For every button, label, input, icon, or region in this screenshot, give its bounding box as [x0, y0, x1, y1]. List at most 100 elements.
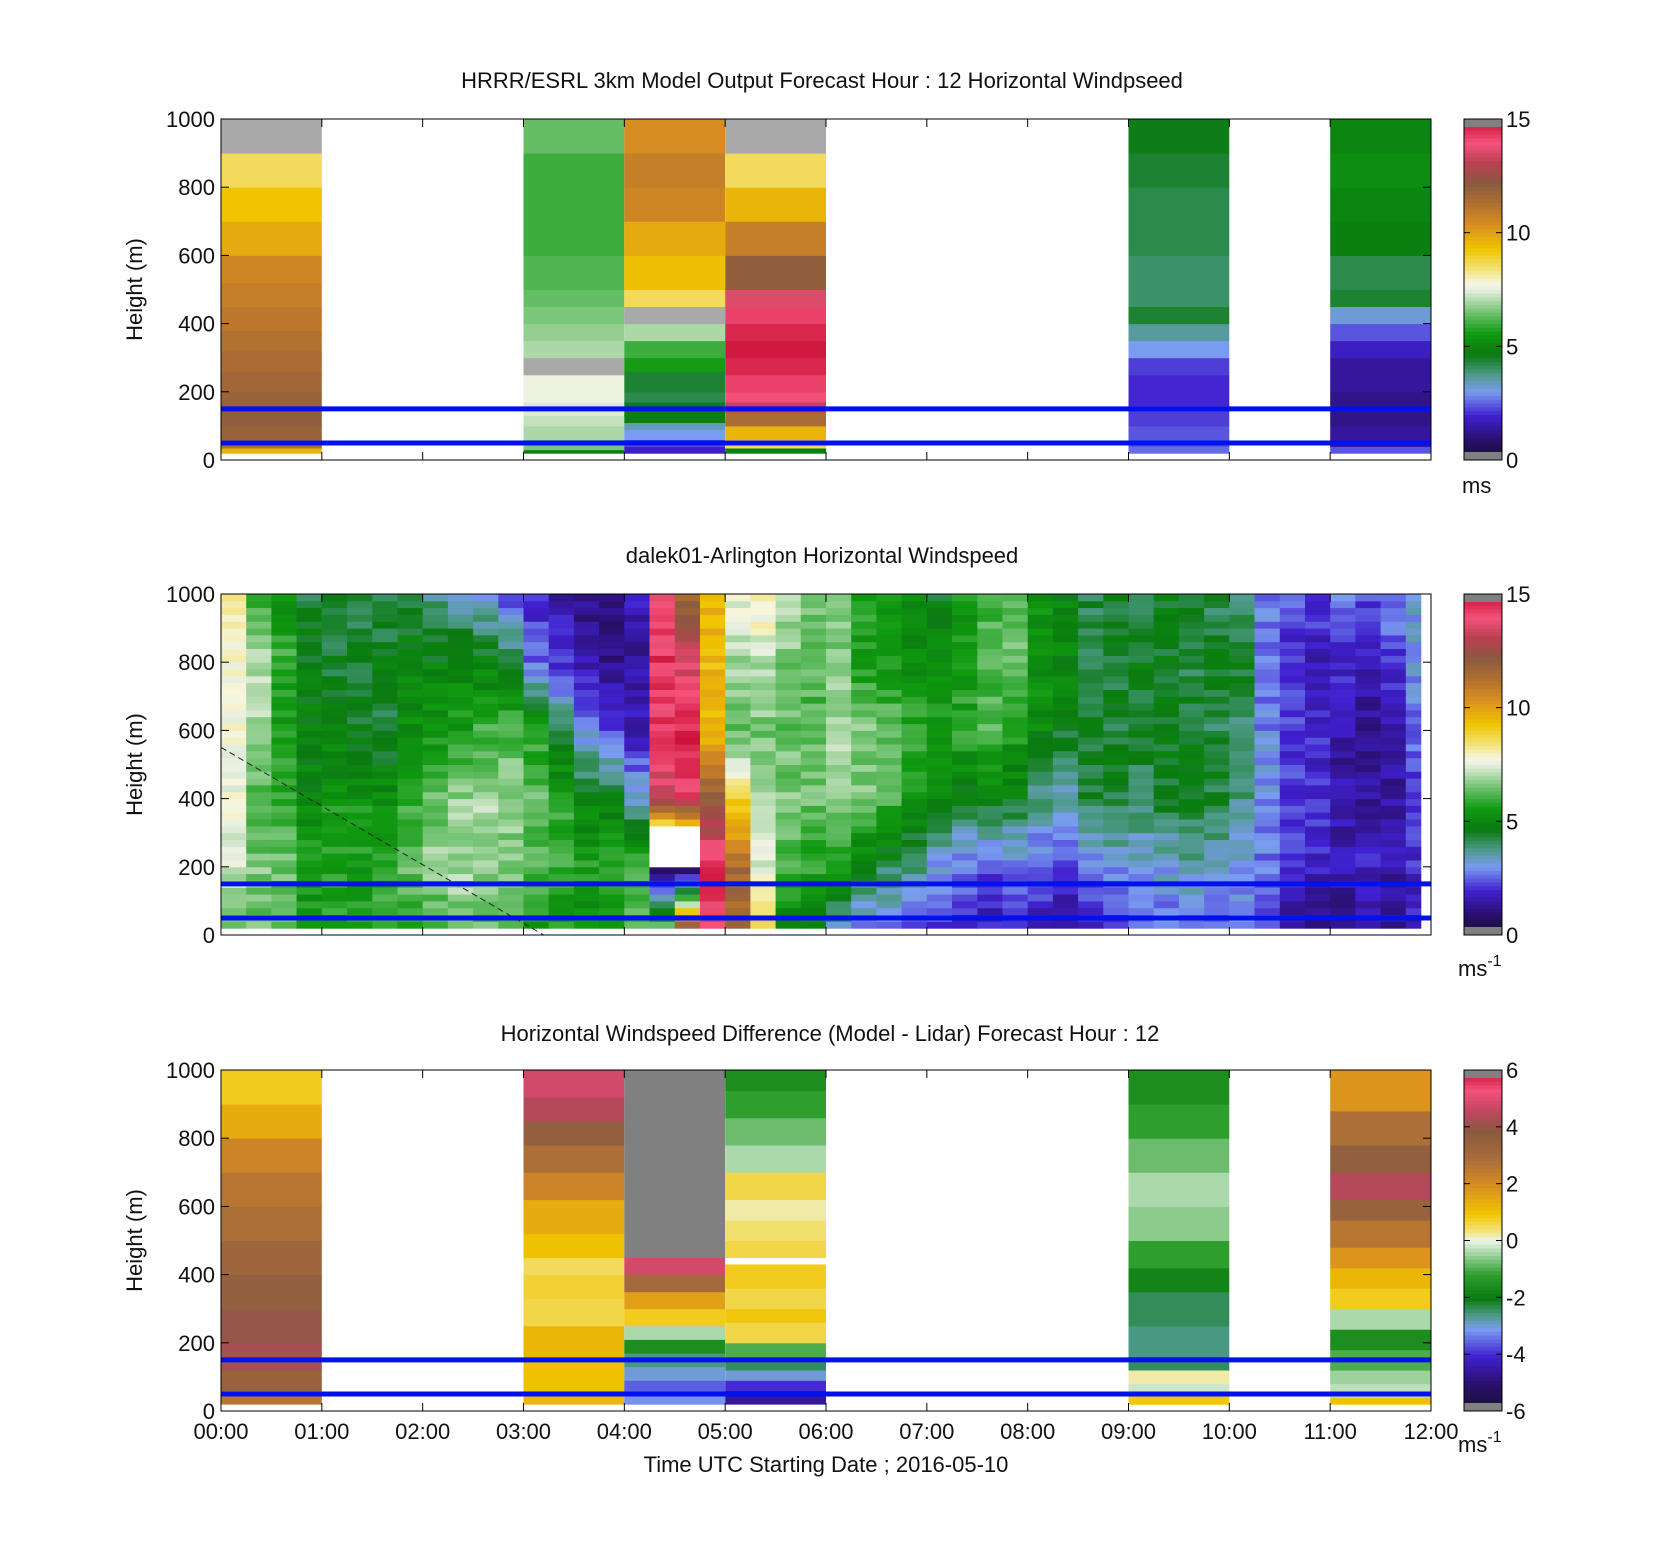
colorbar [1463, 118, 1503, 461]
heatmap-cell [826, 798, 852, 806]
heatmap-cell [1153, 669, 1180, 677]
heatmap-cell [901, 607, 928, 615]
heatmap-cell [1153, 771, 1180, 779]
colorbar-segment [1464, 172, 1502, 177]
heatmap-cell [1052, 900, 1079, 909]
heatmap-cell [901, 628, 928, 636]
heatmap-cell [649, 614, 676, 622]
heatmap-cell [1027, 750, 1054, 759]
heatmap-cell [473, 853, 499, 861]
x-axis-label: Time UTC Starting Date ; 2016-05-10 [644, 1452, 1009, 1477]
heatmap-cell [221, 764, 247, 772]
heatmap-cell [573, 621, 600, 629]
heatmap-cell [1254, 648, 1281, 656]
heatmap-cell [1078, 839, 1104, 847]
heatmap-cell [548, 723, 575, 731]
heatmap-cell [775, 655, 802, 663]
colorbar-segment [1464, 221, 1502, 226]
heatmap-cell [1002, 887, 1029, 895]
heatmap-cell [447, 832, 474, 840]
heatmap-cell [1103, 696, 1129, 704]
colorbar-segment [1464, 365, 1502, 370]
heatmap-cell [1254, 757, 1281, 765]
heatmap-cell [599, 887, 625, 895]
heatmap-cell [372, 614, 398, 622]
heatmap-cell [1027, 655, 1054, 663]
heatmap-cell [1178, 778, 1205, 786]
heatmap-cell [700, 641, 726, 649]
heatmap-cell [725, 757, 751, 765]
heatmap-cell [1254, 839, 1281, 847]
heatmap-cell [775, 628, 802, 636]
colorbar-segment [1464, 1278, 1502, 1283]
heatmap-cell [725, 634, 751, 643]
heatmap-cell [372, 805, 398, 813]
heatmap-cell [1405, 703, 1422, 711]
heatmap-cell [1229, 696, 1255, 704]
colorbar-segment [1464, 156, 1502, 162]
heatmap-cell [1405, 696, 1422, 704]
heatmap-cell [599, 757, 625, 765]
heatmap-cell [1254, 873, 1281, 881]
heatmap-cell [1153, 900, 1180, 909]
heatmap-cell [1330, 1247, 1431, 1269]
heatmap-cell [1128, 737, 1155, 745]
heatmap-cell [624, 357, 726, 372]
heatmap-cell [1103, 641, 1129, 649]
heatmap-cell [901, 873, 928, 881]
heatmap-cell [700, 771, 726, 779]
heatmap-cell [271, 614, 297, 622]
heatmap-cell [397, 900, 424, 909]
heatmap-cell [1254, 791, 1281, 800]
heatmap-cell [296, 723, 323, 731]
heatmap-cell [775, 634, 802, 643]
heatmap-cell [523, 357, 625, 376]
heatmap-cell [573, 887, 600, 895]
colorbar-segment [1464, 190, 1502, 196]
heatmap-cell [498, 641, 524, 649]
heatmap-cell [977, 675, 1003, 684]
heatmap-cell [1355, 873, 1381, 881]
heatmap-cell [523, 119, 625, 154]
heatmap-cell [1153, 866, 1180, 875]
heatmap-cell [372, 737, 398, 745]
heatmap-cell [1254, 866, 1281, 875]
heatmap-cell [1103, 628, 1129, 636]
heatmap-cell [750, 703, 776, 711]
heatmap-cell [1380, 634, 1407, 643]
heatmap-cell [246, 744, 272, 752]
heatmap-cell [523, 921, 550, 929]
heatmap-cell [800, 860, 827, 868]
heatmap-cell [1204, 860, 1230, 868]
heatmap-cell [700, 873, 726, 881]
heatmap-cell [926, 716, 953, 725]
heatmap-cell [1229, 600, 1255, 609]
heatmap-cell [851, 778, 877, 786]
heatmap-cell [1330, 791, 1356, 800]
heatmap-cell [573, 614, 600, 622]
colorbar-segment [1464, 1123, 1502, 1128]
heatmap-cell [700, 819, 726, 827]
heatmap-cell [271, 750, 297, 759]
heatmap-cell [1330, 1070, 1431, 1112]
heatmap-cell [851, 771, 877, 779]
heatmap-cell [1128, 1070, 1230, 1105]
heatmap-cell [926, 771, 953, 779]
heatmap-cell [1405, 662, 1422, 670]
heatmap-cell [221, 900, 247, 909]
heatmap-cell [1305, 894, 1331, 902]
heatmap-cell [1380, 730, 1407, 738]
heatmap-cell [347, 866, 373, 875]
heatmap-cell [246, 594, 272, 602]
heatmap-cell [1153, 628, 1180, 636]
heatmap-cell [498, 737, 524, 745]
heatmap-cell [397, 703, 424, 711]
heatmap-cell [296, 689, 323, 697]
heatmap-cell [1405, 853, 1422, 861]
heatmap-cell [851, 641, 877, 649]
heatmap-cell [1078, 757, 1104, 765]
heatmap-cell [926, 832, 953, 840]
heatmap-cell [548, 669, 575, 677]
x-axis [220, 594, 1432, 935]
heatmap-cell [321, 744, 348, 752]
